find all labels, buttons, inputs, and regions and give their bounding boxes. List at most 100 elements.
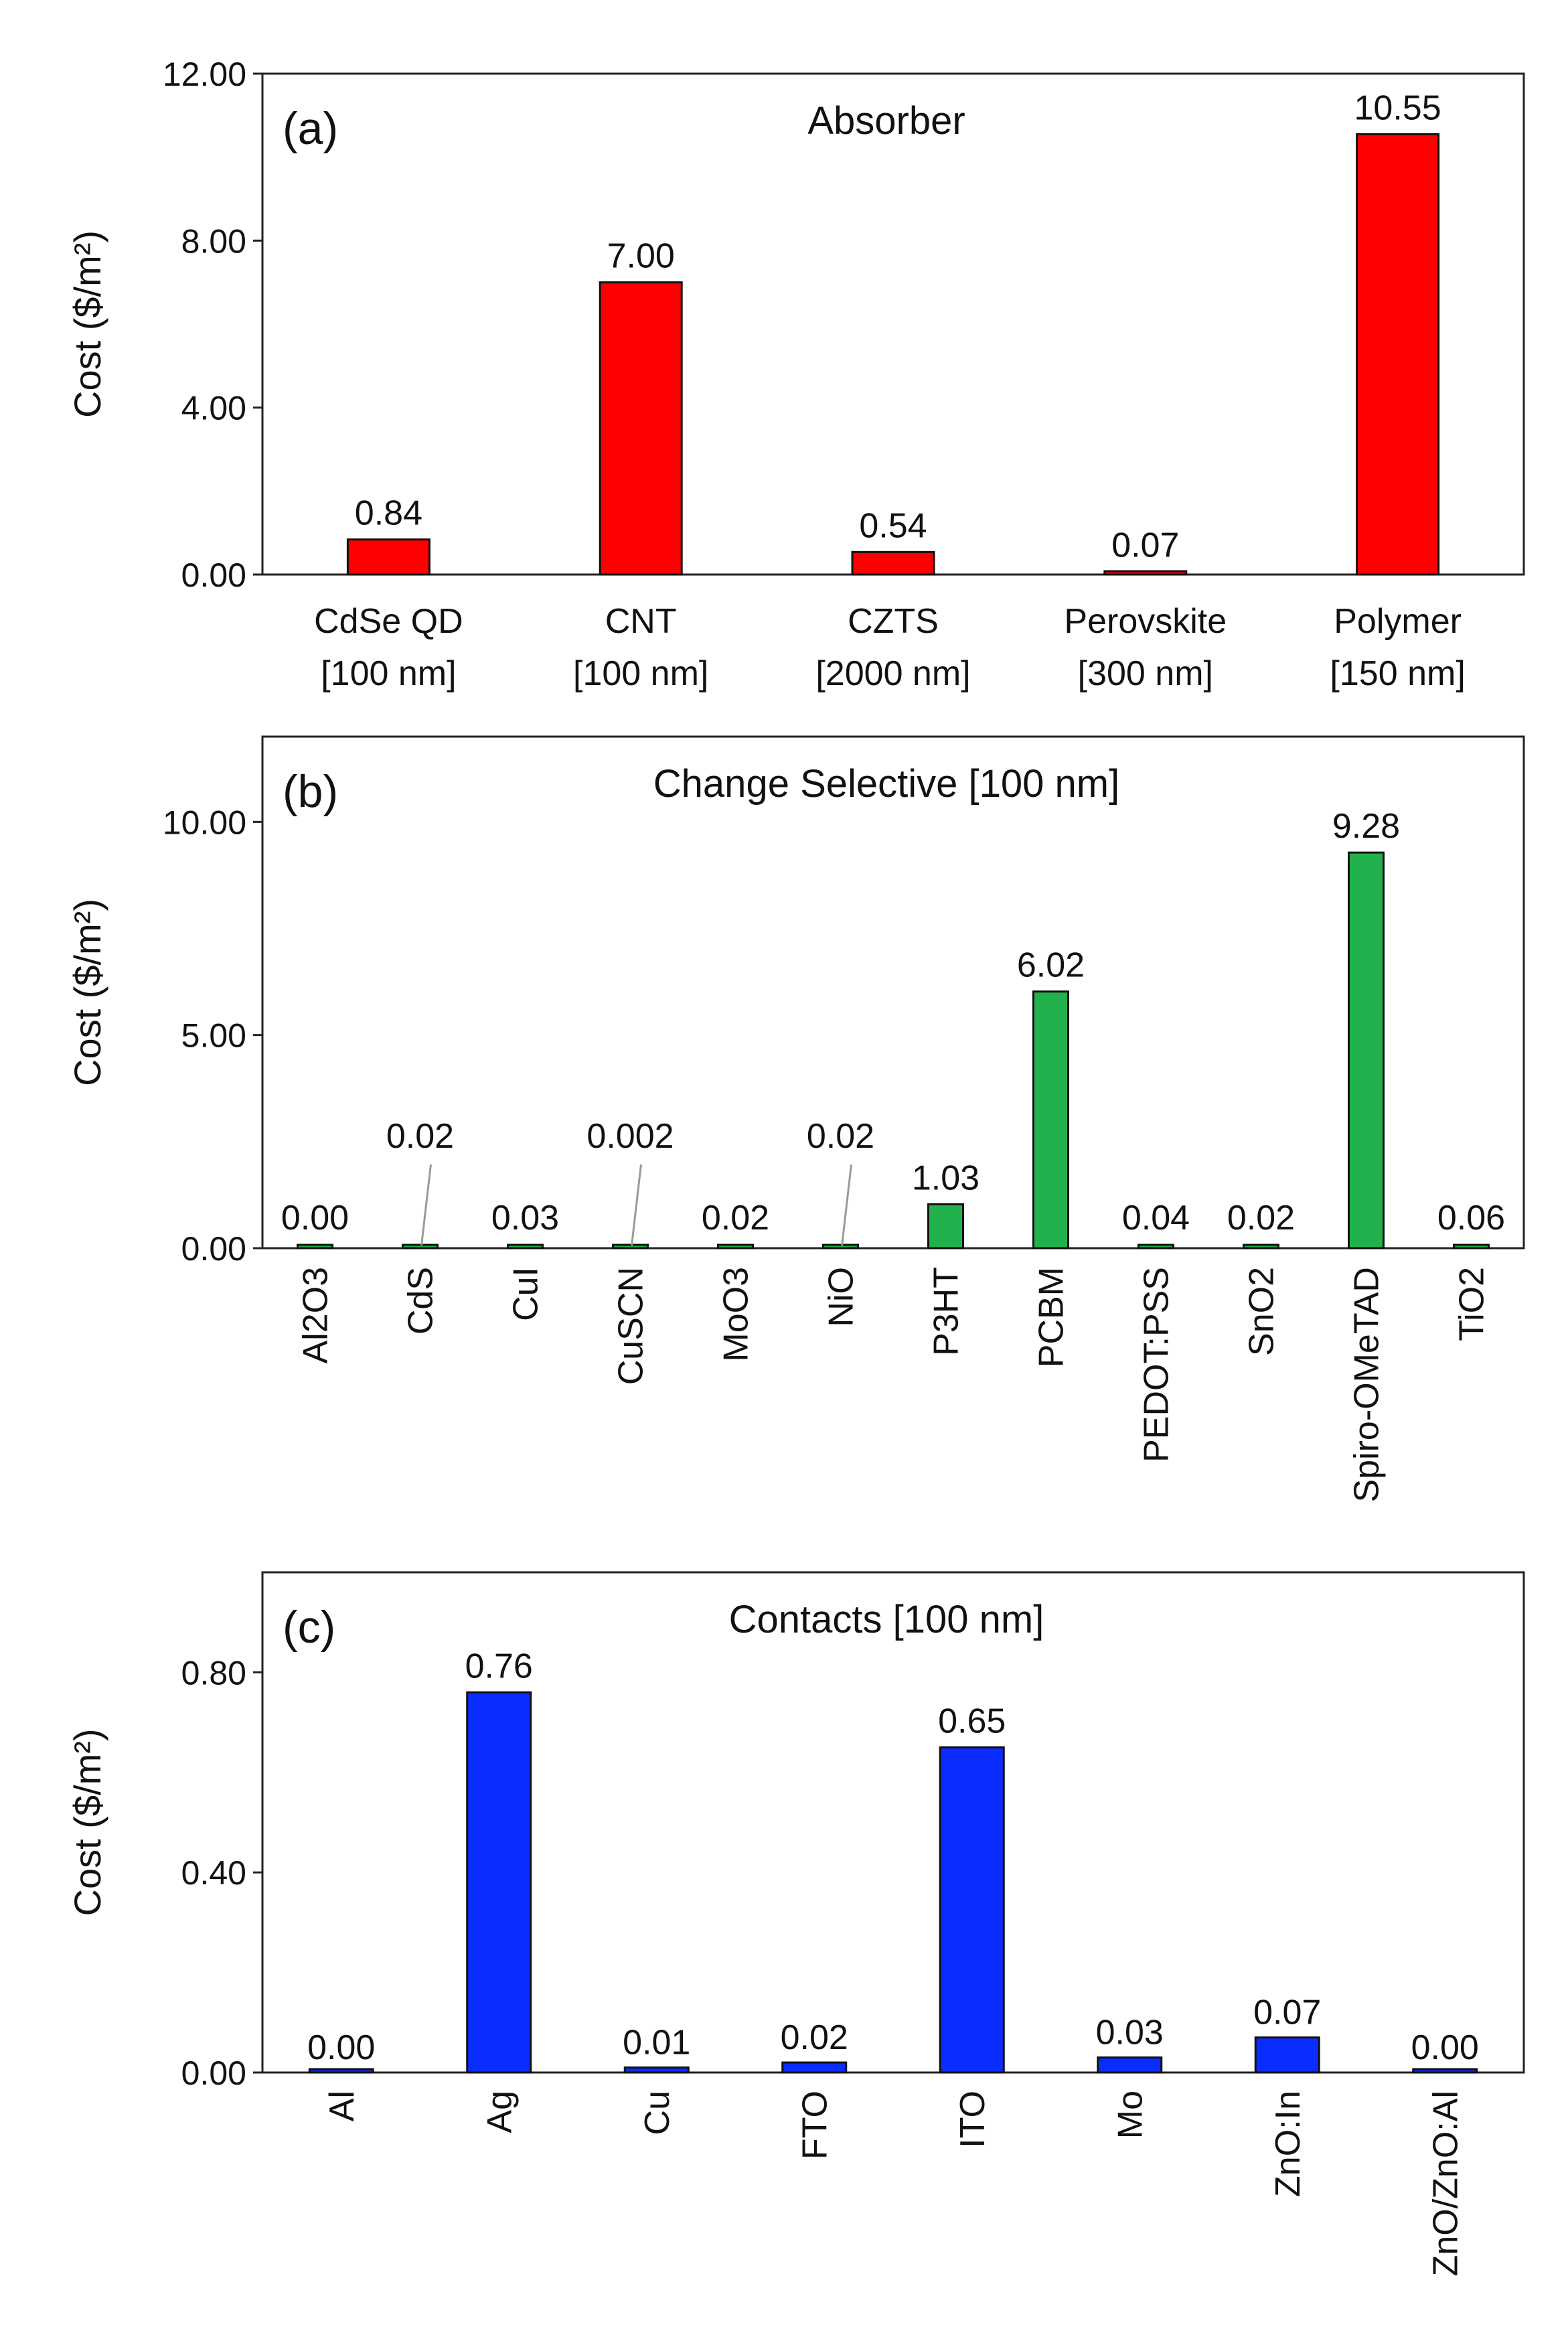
category-label: [100 nm] — [321, 654, 456, 693]
category-label: CdSe QD — [314, 602, 463, 641]
y-axis-label: Cost ($/m²) — [66, 899, 108, 1086]
y-tick-label: 0.00 — [181, 556, 246, 594]
bar-value-label: 0.84 — [355, 494, 422, 533]
bar-value-label: 0.00 — [307, 2028, 375, 2067]
bar — [717, 1244, 754, 1250]
category-label: FTO — [795, 2091, 834, 2160]
bar-value-label: 0.00 — [1411, 2028, 1479, 2067]
bar-value-label: 0.02 — [386, 1117, 454, 1156]
bar — [1356, 133, 1440, 576]
bar-value-label: 0.02 — [807, 1117, 874, 1156]
bar — [851, 550, 935, 576]
panel-title: Change Selective [100 nm] — [653, 762, 1119, 806]
panel-a: 0.00 4.00 8.00 12.00 Cost ($/m²) (a) Absorber 0… — [66, 56, 1525, 693]
category-label: Spiro-OMeTAD — [1348, 1267, 1387, 1503]
bar — [939, 1746, 1005, 2074]
panel-title: Absorber — [807, 99, 965, 143]
bar-value-label: 0.02 — [702, 1199, 769, 1237]
bar-value-label: 0.65 — [938, 1702, 1006, 1740]
bar — [1138, 1244, 1174, 1250]
bar-value-label: 0.03 — [1096, 2014, 1164, 2052]
bar-value-label: 10.55 — [1354, 88, 1441, 127]
category-label: Cu — [638, 2091, 677, 2135]
label-leader-line — [420, 1164, 432, 1246]
category-label: [2000 nm] — [815, 654, 970, 693]
bar-value-label: 0.002 — [586, 1117, 674, 1156]
y-tick-label: 4.00 — [181, 390, 246, 427]
category-label: ZnO/ZnO:Al — [1426, 2091, 1465, 2276]
bar — [1097, 2056, 1163, 2074]
plot-frame — [261, 72, 1525, 576]
category-label: ZnO:In — [1269, 2091, 1308, 2197]
bar — [1254, 2036, 1320, 2074]
bar — [1412, 2068, 1478, 2074]
bar — [308, 2068, 374, 2074]
y-tick-label: 0.80 — [181, 1654, 246, 1691]
bar-value-label: 0.03 — [491, 1199, 559, 1237]
category-label: NiO — [822, 1267, 861, 1327]
plot-frame — [261, 735, 1525, 1250]
y-tick-label: 0.00 — [181, 1230, 246, 1268]
bar — [1453, 1244, 1490, 1250]
category-label: PEDOT:PSS — [1138, 1267, 1176, 1462]
bar-value-label: 9.28 — [1332, 807, 1400, 846]
bar — [1032, 990, 1069, 1250]
y-axis-label: Cost ($/m²) — [66, 230, 108, 418]
bar — [822, 1244, 859, 1250]
panel-letter: (a) — [283, 103, 338, 154]
bar — [297, 1244, 333, 1250]
panel-b: 0.00 5.00 10.00 Cost ($/m²) (b) Change Select… — [66, 735, 1525, 1503]
panel-letter: (b) — [283, 766, 338, 817]
bar — [346, 538, 430, 576]
panel-title: Contacts [100 nm] — [729, 1598, 1044, 1641]
category-label: Ag — [480, 2091, 519, 2133]
panel-letter: (c) — [283, 1602, 335, 1653]
bar — [1103, 570, 1188, 576]
category-label: CNT — [605, 602, 677, 641]
category-label: Polymer — [1334, 602, 1462, 641]
category-label: Mo — [1111, 2091, 1150, 2139]
category-label: SnO2 — [1243, 1267, 1281, 1356]
bar-value-label: 0.01 — [623, 2024, 690, 2062]
panel-c: 0.00 0.40 0.80 Cost ($/m²) (c) Contacts [100 … — [66, 1571, 1525, 2276]
bar-value-label: 0.04 — [1122, 1199, 1190, 1237]
bar-value-label: 0.07 — [1253, 1993, 1321, 2032]
y-tick-label: 0.40 — [181, 1854, 246, 1892]
bar-value-label: 0.76 — [465, 1647, 533, 1685]
y-tick-label: 5.00 — [181, 1017, 246, 1055]
category-label: TiO2 — [1453, 1267, 1492, 1341]
category-label: [300 nm] — [1078, 654, 1213, 693]
bar — [402, 1244, 439, 1250]
category-label: Perovskite — [1064, 602, 1227, 641]
category-label: Al — [323, 2091, 362, 2121]
bar-value-label: 7.00 — [607, 237, 675, 276]
label-leader-line — [841, 1164, 852, 1246]
bar — [1243, 1244, 1279, 1250]
label-leader-line — [631, 1164, 642, 1246]
bar-value-label: 0.02 — [781, 2018, 848, 2057]
bar-value-label: 0.06 — [1437, 1199, 1505, 1237]
category-label: MoO3 — [717, 1267, 756, 1362]
bar — [612, 1244, 649, 1250]
bar-value-label: 1.03 — [912, 1158, 979, 1197]
bar — [599, 281, 683, 576]
category-label: [150 nm] — [1330, 654, 1465, 693]
category-label: CZTS — [848, 602, 939, 641]
bar-value-label: 6.02 — [1017, 946, 1085, 985]
category-label: CdS — [402, 1267, 441, 1335]
bar — [1348, 851, 1385, 1250]
bar — [927, 1203, 964, 1250]
y-tick-label: 12.00 — [163, 56, 246, 93]
bar-value-label: 0.07 — [1111, 526, 1179, 565]
category-label: ITO — [953, 2091, 992, 2148]
category-label: [100 nm] — [573, 654, 708, 693]
bar — [781, 2061, 848, 2074]
y-tick-label: 8.00 — [181, 222, 246, 260]
bar — [507, 1244, 544, 1250]
bar-value-label: 0.54 — [859, 506, 927, 545]
category-label: P3HT — [927, 1267, 966, 1356]
bar-value-label: 0.00 — [281, 1199, 349, 1237]
y-tick-label: 0.00 — [181, 2054, 246, 2092]
y-tick-label: 10.00 — [163, 804, 246, 841]
